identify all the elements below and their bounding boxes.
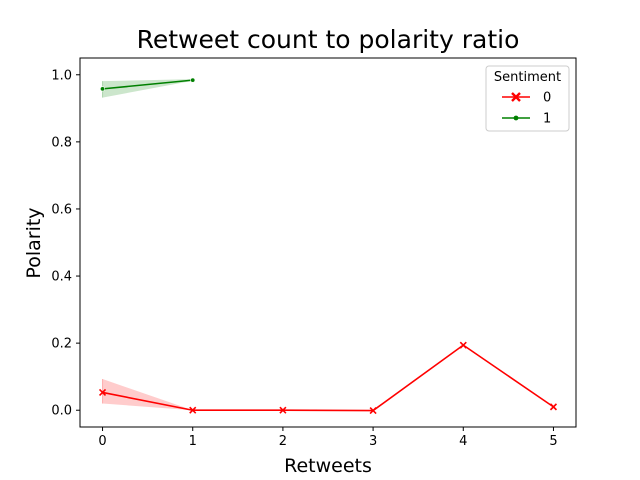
series-0-point: [98, 388, 107, 397]
chart-title: Retweet count to polarity ratio: [137, 25, 520, 54]
legend-marker-1: [513, 115, 519, 121]
y-tick-label: 0.4: [51, 270, 72, 285]
y-tick-label: 0.6: [51, 202, 72, 217]
x-tick-label: 5: [549, 434, 557, 449]
y-tick-label: 1.0: [51, 68, 72, 83]
x-tick-label: 1: [189, 434, 197, 449]
legend-entry-1: 1: [502, 112, 551, 127]
x-tick-label: 2: [279, 434, 287, 449]
legend: Sentiment 0 1: [485, 65, 570, 132]
plot-area: [98, 77, 558, 415]
legend-box: [485, 65, 570, 132]
point-marker-stroke: [279, 406, 287, 414]
legend-marker-stroke: [511, 92, 521, 102]
legend-title: Sentiment: [494, 70, 561, 85]
legend-label-1: 1: [543, 112, 551, 127]
series-1-point: [100, 86, 106, 92]
series-0-point: [459, 341, 467, 349]
series-1-confidence-band: [102, 79, 193, 98]
legend-label-0: 0: [543, 91, 551, 106]
series-0-line: [102, 344, 554, 412]
series-1-line: [102, 79, 193, 90]
point-marker-stroke: [98, 388, 107, 397]
point-marker-stroke: [549, 403, 558, 411]
legend-entry-0: 0: [502, 91, 551, 106]
y-axis: 0.0 0.2 0.4 0.6 0.8 1.0: [51, 68, 80, 419]
y-tick-label: 0.0: [51, 404, 72, 419]
y-axis-label: Polarity: [23, 207, 45, 278]
series-0-point: [189, 406, 197, 414]
y-tick-label: 0.8: [51, 135, 72, 150]
x-tick-label: 4: [459, 434, 467, 449]
series-0-point: [279, 406, 287, 414]
series-0-point: [549, 403, 558, 411]
y-tick-label: 0.2: [51, 337, 72, 352]
series-1-point: [190, 77, 196, 83]
series-0-point: [369, 406, 377, 415]
x-axis-label: Retweets: [284, 455, 372, 477]
x-axis: 0 1 2 3 4 5: [98, 427, 558, 449]
x-tick-label: 3: [369, 434, 377, 449]
point-marker-stroke: [459, 341, 467, 349]
axes-frame: [79, 57, 577, 428]
point-marker-stroke: [189, 406, 197, 414]
x-tick-label: 0: [98, 434, 106, 449]
series-0-confidence-band: [102, 345, 554, 411]
point-marker-stroke: [369, 406, 377, 415]
